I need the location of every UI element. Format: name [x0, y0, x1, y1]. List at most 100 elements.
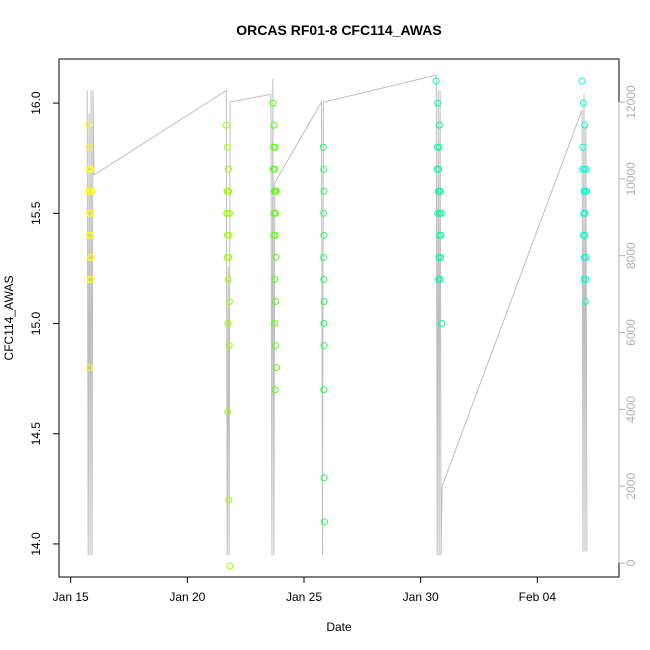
data-point: [269, 165, 277, 173]
x-axis: Jan 15 Jan 20 Jan 25 Jan 30 Feb 04: [53, 576, 557, 604]
y2-tick-label: 6000: [624, 319, 638, 346]
data-point: [320, 342, 328, 350]
data-point: [320, 298, 328, 305]
data-point: [320, 209, 328, 217]
data-point: [270, 143, 278, 151]
data-point: [320, 165, 328, 173]
data-point: [437, 253, 445, 261]
data-point: [583, 187, 591, 195]
x-tick-label: Jan 30: [403, 590, 439, 604]
y2-axis: 0 2000 4000 6000 8000 10000 12000: [618, 85, 638, 566]
data-point: [225, 298, 233, 305]
data-point: [436, 187, 444, 195]
data-point: [87, 275, 95, 283]
y-tick-label: 14.0: [29, 532, 43, 556]
data-point: [580, 275, 588, 283]
y2-tick-label: 2000: [624, 472, 638, 499]
data-point: [581, 231, 589, 239]
data-point: [320, 275, 328, 283]
x-tick-label: Jan 20: [169, 590, 205, 604]
data-point: [581, 298, 589, 305]
data-point: [437, 209, 445, 217]
data-point: [223, 143, 231, 151]
data-point: [224, 165, 232, 173]
x-axis-label: Date: [326, 620, 352, 634]
data-point: [224, 320, 232, 327]
y2-tick-label: 4000: [624, 396, 638, 423]
data-point: [320, 253, 328, 261]
data-point: [581, 121, 589, 129]
data-point: [271, 231, 279, 239]
data-point: [270, 320, 278, 327]
data-point: [320, 187, 328, 195]
data-point: [226, 209, 234, 217]
data-point: [581, 209, 589, 217]
data-point: [579, 143, 587, 151]
scatter-points-layer: [84, 77, 591, 570]
data-point: [435, 143, 443, 151]
data-point: [84, 121, 92, 129]
data-point: [320, 518, 328, 526]
data-point: [87, 209, 94, 217]
data-point: [435, 121, 443, 129]
data-point: [320, 320, 328, 327]
data-point: [437, 231, 445, 239]
y2-tick-label: 10000: [624, 162, 638, 196]
data-point: [88, 187, 96, 195]
data-point: [270, 121, 278, 129]
data-point: [224, 408, 232, 416]
data-point: [432, 77, 440, 85]
data-point: [223, 253, 231, 261]
data-point: [320, 474, 328, 482]
data-point: [320, 386, 328, 394]
data-point: [434, 99, 442, 107]
y-axis-label: CFC114_AWAS: [2, 276, 16, 361]
x-tick-label: Jan 15: [53, 590, 89, 604]
data-point: [582, 165, 590, 173]
data-point: [224, 275, 232, 283]
data-point: [271, 275, 279, 283]
altitude-line-layer: [86, 74, 588, 556]
y-axis: 14.0 14.5 15.0 15.5 16.0: [29, 91, 60, 556]
data-point: [225, 496, 233, 504]
data-point: [87, 253, 95, 261]
data-point: [225, 342, 233, 350]
data-point: [224, 231, 231, 239]
data-point: [579, 165, 587, 173]
y2-tick-label: 0: [624, 559, 638, 566]
y2-tick-label: 8000: [624, 242, 638, 269]
plot-frame: [58, 58, 620, 578]
data-point: [269, 99, 277, 107]
data-point: [579, 99, 587, 107]
y-tick-label: 14.5: [29, 422, 43, 446]
y-tick-label: 15.0: [29, 312, 43, 336]
data-point: [85, 143, 93, 151]
y2-tick-label: 12000: [624, 85, 638, 119]
data-point: [271, 386, 279, 394]
data-point: [226, 562, 234, 570]
y-tick-label: 15.5: [29, 201, 43, 225]
data-point: [438, 320, 446, 327]
data-point: [225, 187, 233, 195]
data-point: [272, 253, 280, 261]
data-point: [578, 77, 586, 85]
altitude-line: [86, 74, 588, 556]
data-point: [222, 121, 230, 129]
y-tick-label: 16.0: [29, 91, 43, 115]
x-tick-label: Feb 04: [519, 590, 557, 604]
data-point: [86, 364, 94, 372]
data-point: [272, 342, 279, 350]
data-point: [434, 209, 442, 217]
data-point: [320, 231, 328, 239]
data-point: [436, 275, 444, 283]
data-point: [319, 143, 327, 151]
data-point: [435, 165, 443, 173]
chart-title: ORCAS RF01-8 CFC114_AWAS: [236, 22, 441, 38]
data-point: [272, 187, 280, 195]
data-point: [273, 364, 281, 372]
data-point: [271, 209, 279, 217]
data-point: [85, 231, 93, 239]
data-point: [87, 165, 95, 173]
data-point: [272, 298, 280, 305]
